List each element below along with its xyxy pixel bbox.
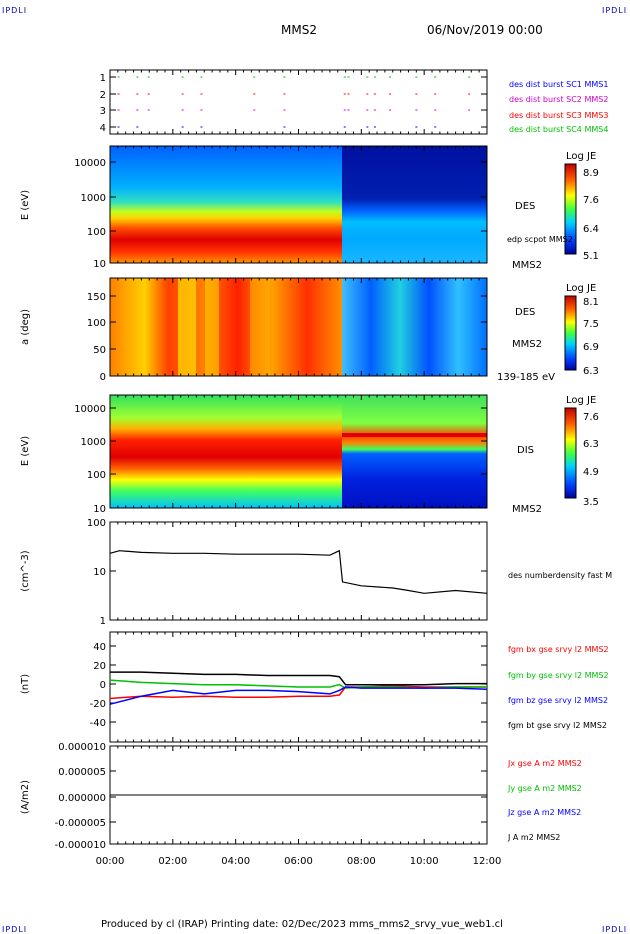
datetime-title: 06/Nov/2019 00:00 [427, 23, 543, 37]
legend-entry: fgm bt gse srvy l2 MMS2 [508, 721, 607, 730]
y-tick-label: 100 [87, 518, 106, 529]
y-tick-label: 10 [93, 567, 106, 578]
x-tick-label: 08:00 [347, 856, 376, 867]
spacecraft-title: MMS2 [281, 23, 317, 37]
x-tick-label: 00:00 [96, 856, 125, 867]
y-tick-label: 100 [87, 227, 106, 238]
colorbar-tick-label: 6.3 [583, 366, 599, 377]
y-tick-label: 3 [100, 106, 106, 117]
y-tick-label: 0.000010 [58, 742, 106, 753]
footer-text: Produced by cl (IRAP) Printing date: 02/… [101, 919, 503, 930]
y-tick-label: 10000 [74, 404, 106, 415]
colorbar-tick-label: 6.3 [583, 439, 599, 450]
y-tick-label: 100 [87, 318, 106, 329]
y-axis-label: E (eV) [20, 436, 31, 466]
dis-energy-spectrogram [110, 395, 487, 508]
legend-entry: des numberdensity fast M [508, 571, 612, 580]
x-tick-label: 04:00 [221, 856, 250, 867]
y-tick-label: 150 [87, 292, 106, 303]
x-tick-label: 02:00 [158, 856, 187, 867]
y-tick-label: 0.000000 [58, 793, 106, 804]
colorbar-tick-label: 6.9 [583, 342, 599, 353]
y-tick-label: 1 [100, 616, 106, 627]
y-tick-label: 10 [93, 504, 106, 515]
colorbar-title: Log JE [566, 151, 596, 162]
colorbar-2 [564, 295, 577, 371]
panel-frame-5 [109, 521, 488, 621]
legend-entry: des dist burst SC2 MMS2 [509, 95, 608, 104]
legend-entry: des dist burst SC4 MMS4 [509, 125, 608, 134]
y-tick-label: 1 [100, 73, 106, 84]
x-tick-label: 06:00 [284, 856, 313, 867]
panel-right-label: DES [515, 201, 535, 212]
corner-label-bl: IPDLI [2, 925, 28, 934]
colorbar-tick-label: 7.5 [583, 319, 599, 330]
panel-right-label: edp scpot MMS2 [507, 235, 573, 244]
des-energy-spectrogram [110, 146, 487, 263]
y-tick-label: 10000 [74, 158, 106, 169]
y-tick-label: 0 [100, 680, 106, 691]
y-tick-label: 1000 [81, 193, 106, 204]
legend-entry: des dist burst SC1 MMS1 [509, 80, 608, 89]
colorbar-title: Log JE [566, 395, 596, 406]
y-tick-label: 20 [93, 661, 106, 672]
colorbar-tick-label: 4.9 [583, 467, 599, 478]
y-tick-label: -0.000005 [55, 818, 106, 829]
y-tick-label: 100 [87, 470, 106, 481]
y-tick-label: 4 [100, 123, 106, 134]
y-tick-label: 0.000005 [58, 767, 106, 778]
legend-entry: J A m2 MMS2 [507, 833, 560, 842]
panel-frame-1 [109, 69, 488, 135]
corner-label-br: IPDLI [602, 925, 628, 934]
colorbar-tick-label: 7.6 [583, 412, 599, 423]
legend-entry: Jy gse A m2 MMS2 [507, 784, 582, 793]
y-axis-label: (A/m2) [20, 780, 31, 814]
y-tick-label: 1000 [81, 437, 106, 448]
legend-entry: Jz gse A m2 MMS2 [507, 808, 581, 817]
legend-entry: des dist burst SC3 MMS3 [509, 111, 608, 120]
colorbar-tick-label: 7.6 [583, 195, 599, 206]
y-tick-label: 10 [93, 259, 106, 270]
panel-right-label: DIS [517, 445, 534, 456]
panel-right-label: DES [515, 307, 535, 318]
bfield-series-1 [109, 685, 487, 700]
legend-entry: Jx gse A m2 MMS2 [507, 759, 582, 768]
y-axis-label: a (deg) [20, 309, 31, 345]
colorbar-tick-label: 5.1 [583, 251, 599, 262]
colorbar-tick-label: 8.1 [583, 297, 599, 308]
y-axis-label: (nT) [20, 674, 31, 694]
y-tick-label: 0 [100, 372, 106, 383]
legend-entry: fgm bz gse srvy l2 MMS2 [508, 696, 608, 705]
y-tick-label: 40 [93, 642, 106, 653]
y-tick-label: -20 [90, 699, 106, 710]
colorbar-tick-label: 6.4 [583, 224, 599, 235]
legend-entry: fgm by gse srvy l2 MMS2 [508, 671, 609, 680]
colorbar-tick-label: 3.5 [583, 497, 599, 508]
colorbar-3 [564, 407, 577, 499]
x-tick-label: 12:00 [473, 856, 502, 867]
bfield-series-3 [109, 686, 488, 705]
y-tick-label: 2 [100, 90, 106, 101]
des-pitch-spectrogram [110, 278, 487, 376]
panel-right-label: MMS2 [512, 260, 542, 271]
colorbar-tick-label: 8.9 [583, 168, 599, 179]
colorbar-title: Log JE [566, 283, 596, 294]
y-axis-label: E (eV) [20, 190, 31, 220]
panel-right-label: MMS2 [512, 504, 542, 515]
corner-label-tl: IPDLI [2, 6, 28, 15]
panel-right-label: 139-185 eV [497, 372, 555, 383]
x-tick-label: 10:00 [410, 856, 439, 867]
y-tick-label: -0.000010 [55, 840, 106, 851]
panel-right-label: MMS2 [512, 339, 542, 350]
colorbar-1 [564, 163, 577, 255]
y-tick-label: -40 [90, 718, 106, 729]
bfield-series-4 [110, 671, 487, 686]
y-axis-label: (cm^-3) [20, 550, 31, 591]
y-tick-label: 50 [93, 345, 106, 356]
legend-entry: fgm bx gse srvy l2 MMS2 [508, 645, 609, 654]
corner-label-tr: IPDLI [602, 6, 628, 15]
density-series [109, 549, 488, 594]
